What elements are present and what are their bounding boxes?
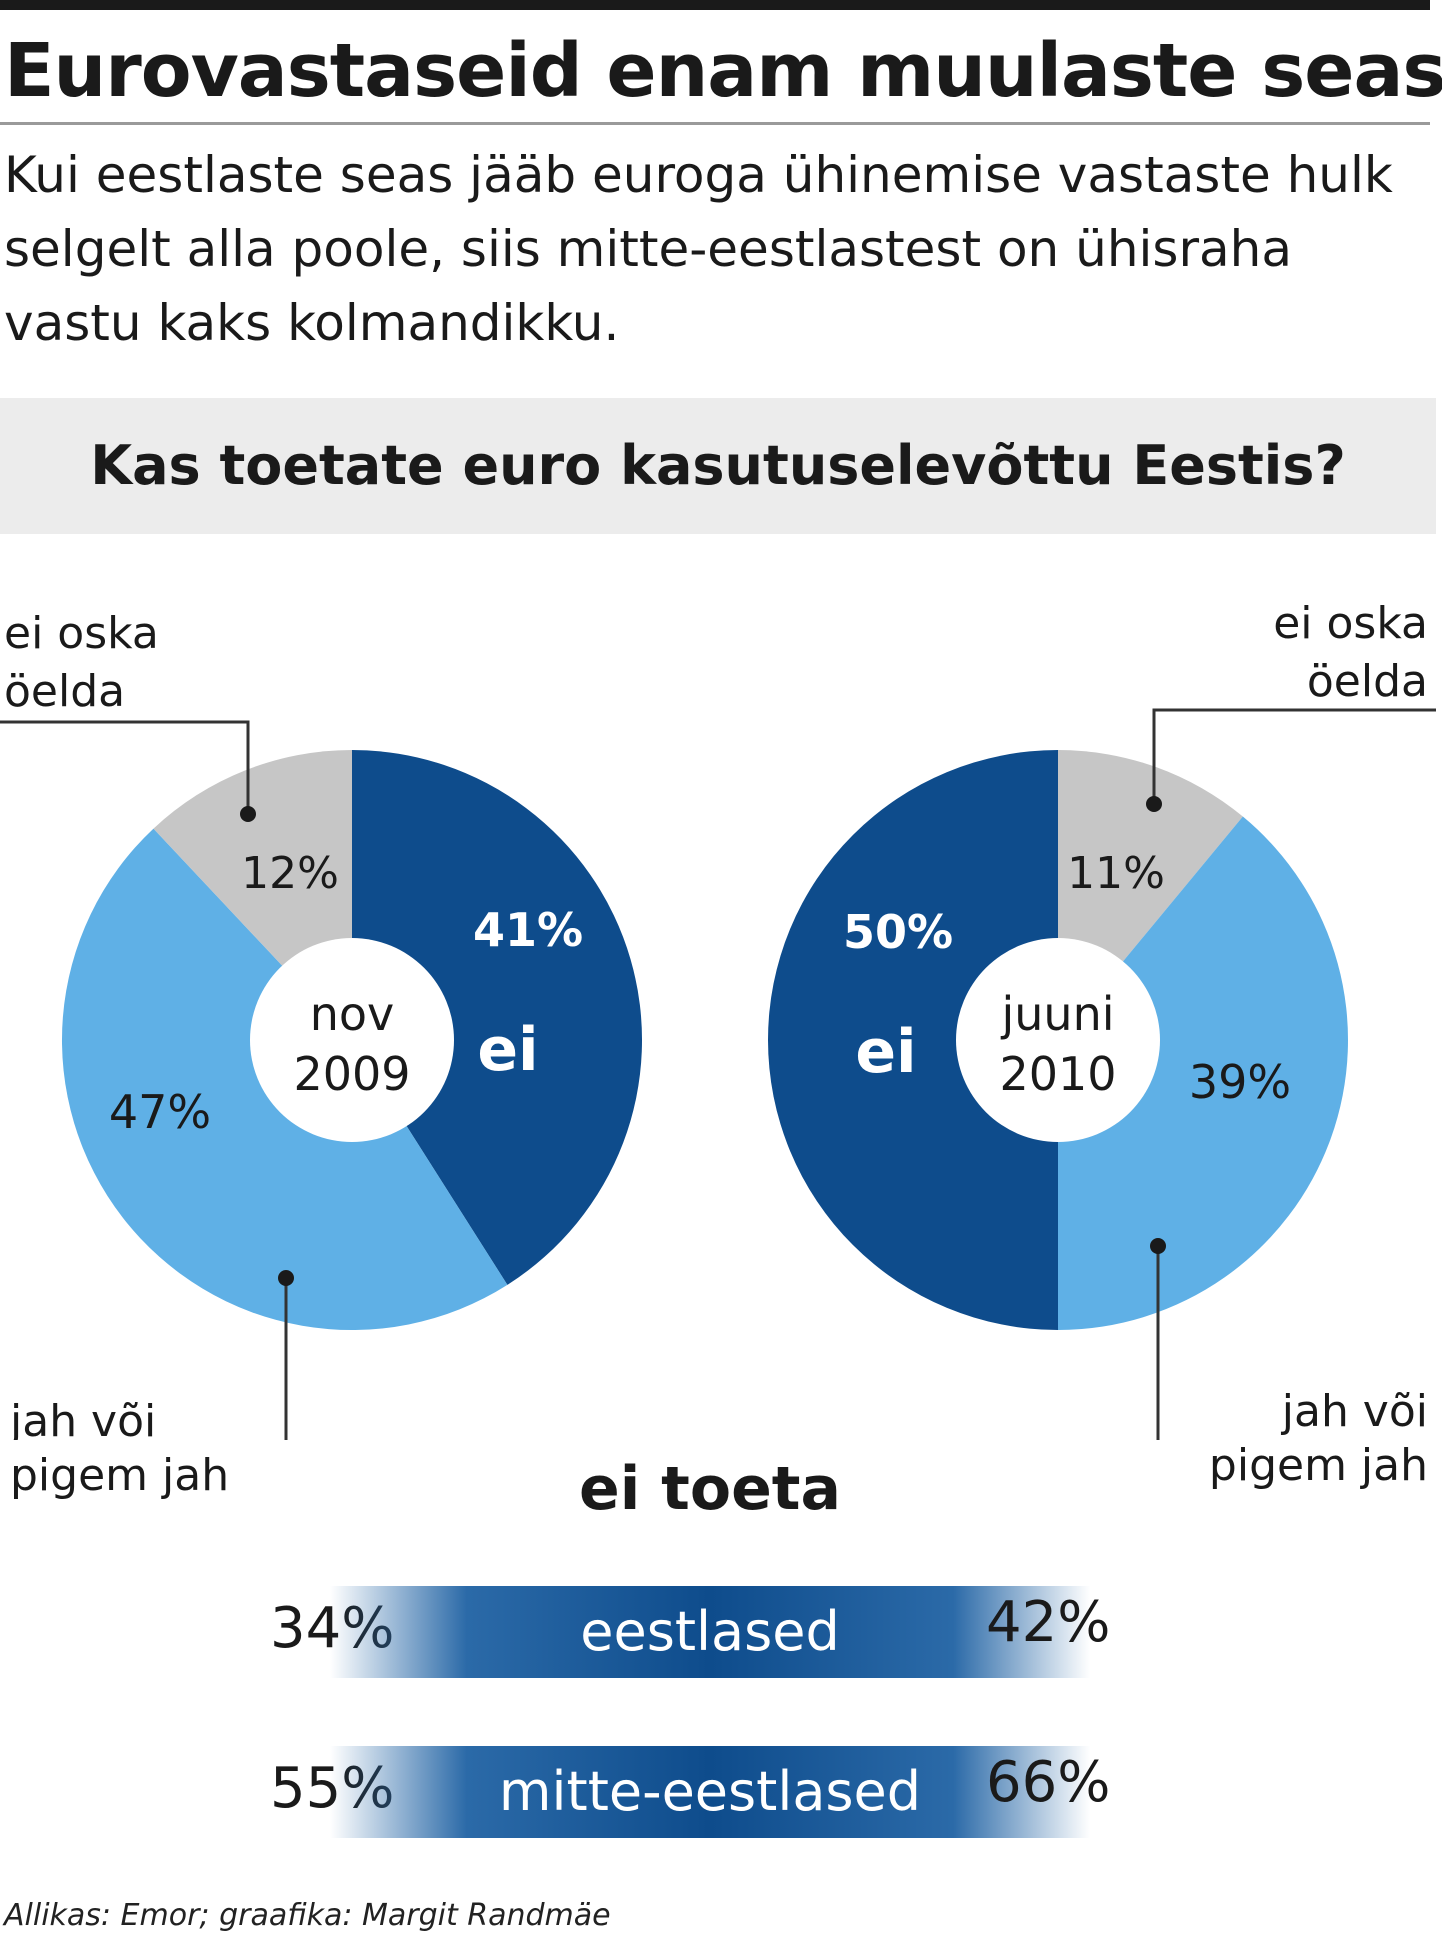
row-bar-eestlased: eestlased (330, 1586, 1090, 1678)
leader-dot (1150, 1238, 1166, 1254)
slice-jah-või-pigem-jah (1058, 816, 1348, 1330)
center-label-line2: 2009 (293, 1047, 410, 1101)
donut-nov-2009: nov 2009 41% ei 47% 12% ei oska öelda ja… (0, 608, 643, 1440)
center-label-line1: nov (310, 987, 395, 1041)
leader-dot (240, 806, 256, 822)
slice-value-ei-oska: 11% (1067, 848, 1165, 899)
value-mitte-eestlased-2010: 66% (986, 1750, 1111, 1815)
legend-jah-line1: jah või (1281, 1386, 1428, 1437)
leader-dot (1146, 796, 1162, 812)
chart-question: Kas toetate euro kasutuselevõttu Eestis? (90, 434, 1346, 497)
slice-label-ei: ei (855, 1017, 916, 1087)
source-credit: Allikas: Emor; graafika: Margit Randmäe (4, 1898, 611, 1933)
top-rule (0, 0, 1430, 10)
page-subtitle: Kui eestlaste seas jääb euroga ühinemise… (4, 146, 1393, 352)
leader-line-ei-oska (1152, 708, 1436, 804)
title-divider (0, 122, 1430, 125)
slice-value-ei-oska: 12% (241, 848, 339, 899)
legend-ei-oska-line1: ei oska (1273, 598, 1428, 649)
leader-dot (278, 1270, 294, 1286)
legend-ei-oska-line1: ei oska (4, 608, 159, 659)
donut-juuni-2010: juuni 2010 50% ei 39% 11% ei oska öelda … (768, 598, 1436, 1440)
leader-line-jah (284, 1278, 288, 1440)
row-bar-mitte-eestlased: mitte-eestlased (330, 1746, 1090, 1838)
slice-ei (352, 750, 643, 1285)
slice-label-ei: ei (477, 1015, 538, 1085)
legend-jah-line1: jah või (9, 1396, 156, 1440)
legend-jah-line2: pigem jah (10, 1450, 230, 1501)
leader-line-jah (1156, 1246, 1160, 1440)
donut-charts: nov 2009 41% ei 47% 12% ei oska öelda ja… (0, 598, 1436, 1440)
page-title: Eurovastaseid enam muulaste seas (4, 28, 1442, 114)
question-band (0, 398, 1436, 534)
legend-ei-oska-line2: öelda (1307, 656, 1428, 707)
slice-value-jah: 39% (1189, 1055, 1291, 1109)
legend-ei-oska-line2: öelda (4, 666, 125, 717)
slice-value-ei: 50% (843, 905, 953, 959)
slice-value-ei: 41% (473, 903, 583, 957)
legend-jah-line2: pigem jah (1208, 1440, 1428, 1491)
slice-value-jah: 47% (109, 1085, 211, 1139)
row-label-mitte-eestlased: mitte-eestlased (498, 1760, 922, 1823)
table-title: ei toeta (579, 1454, 841, 1524)
donut-hole (250, 938, 454, 1142)
leader-line-ei-oska (0, 720, 250, 814)
slice-ei (768, 750, 1058, 1330)
value-eestlased-2010: 42% (986, 1590, 1111, 1655)
row-label-eestlased: eestlased (580, 1600, 840, 1663)
center-label-line1: juuni (1000, 987, 1114, 1041)
donut-hole (956, 938, 1160, 1142)
center-label-line2: 2010 (999, 1047, 1116, 1101)
